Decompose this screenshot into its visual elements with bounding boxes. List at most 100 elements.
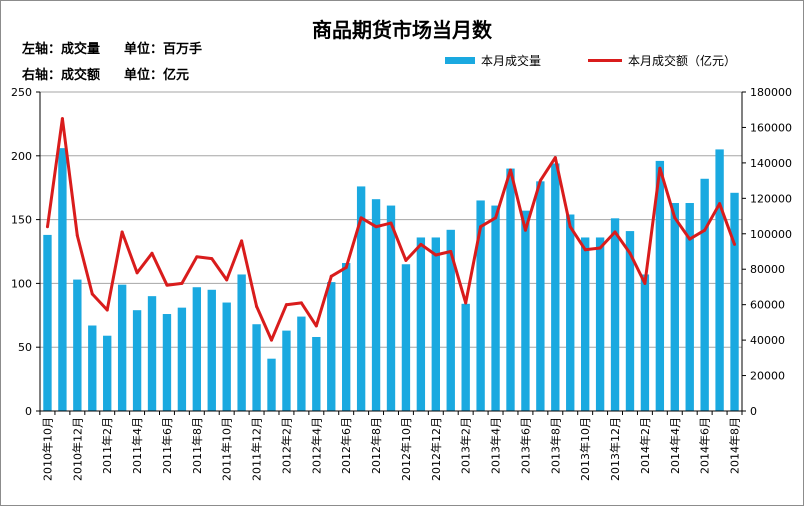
line-point <box>225 278 229 282</box>
line-point <box>240 239 244 243</box>
left-axis-unit: 单位：百万手 <box>124 42 203 57</box>
bar <box>267 358 276 411</box>
legend-item-amount: 本月成交额（亿元） <box>588 52 736 69</box>
right-axis-note: 右轴：成交额 <box>22 68 101 83</box>
line-point <box>718 202 722 206</box>
line-point <box>434 253 438 257</box>
x-tick-label: 2010年10月 <box>40 417 54 481</box>
bar <box>580 237 590 411</box>
legend-label-amount: 本月成交额（亿元） <box>628 54 737 68</box>
bar <box>207 289 216 411</box>
line-point <box>270 338 274 342</box>
line-point <box>658 166 662 170</box>
bar <box>566 214 575 411</box>
left-axis-note-row: 左轴：成交量 单位：百万手 <box>22 38 202 57</box>
bar <box>476 200 485 411</box>
bar <box>312 336 321 411</box>
line-point <box>150 251 154 255</box>
line-point <box>389 221 393 225</box>
line-point <box>120 230 124 234</box>
line-point <box>523 228 527 232</box>
bar <box>685 203 694 411</box>
left-tick-label: 150 <box>11 214 32 227</box>
line-point <box>404 258 408 262</box>
bar <box>491 205 500 411</box>
line-point <box>568 225 572 229</box>
bar <box>162 314 172 411</box>
right-axis-note-row: 右轴：成交额 单位：亿元 <box>22 64 189 83</box>
left-tick-label: 250 <box>11 86 32 99</box>
bar <box>132 310 142 411</box>
bar <box>342 262 351 411</box>
x-tick-label: 2013年4月 <box>489 417 503 474</box>
bar <box>625 231 635 411</box>
bar <box>640 274 650 411</box>
line-point <box>733 242 737 246</box>
bar <box>536 181 545 411</box>
bar <box>282 330 291 411</box>
line-point <box>494 216 498 220</box>
legend-item-volume: 本月成交量 <box>445 52 541 69</box>
bar <box>416 237 426 411</box>
legend-swatch-bar <box>445 57 475 64</box>
line-point <box>45 225 49 229</box>
x-tick-label: 2011年4月 <box>130 417 144 474</box>
line-point <box>688 237 692 241</box>
line-point <box>105 308 109 312</box>
legend-label-volume: 本月成交量 <box>481 54 542 68</box>
x-tick-label: 2010年12月 <box>70 417 84 481</box>
bar <box>297 316 306 411</box>
bar <box>103 335 112 411</box>
x-tick-label: 2013年12月 <box>608 417 622 481</box>
right-tick-label: 40000 <box>750 334 785 347</box>
right-tick-label: 100000 <box>750 228 792 241</box>
bar <box>88 325 97 411</box>
bar <box>327 282 336 411</box>
line-point <box>284 303 288 307</box>
bar <box>551 163 560 411</box>
right-tick-label: 140000 <box>750 157 792 170</box>
x-tick-label: 2011年10月 <box>220 417 234 481</box>
x-tick-label: 2011年8月 <box>190 417 204 474</box>
bar <box>177 307 187 411</box>
bar <box>192 287 202 411</box>
line-point <box>344 265 348 269</box>
bar <box>700 178 709 411</box>
bar <box>117 284 127 411</box>
line-point <box>598 246 602 250</box>
right-tick-label: 20000 <box>750 370 785 383</box>
x-tick-label: 2012年8月 <box>369 417 383 474</box>
left-axis-note: 左轴：成交量 <box>22 42 101 57</box>
bar <box>730 192 739 411</box>
line-point <box>359 216 363 220</box>
x-tick-label: 2013年2月 <box>459 417 473 474</box>
line-point <box>703 228 707 232</box>
bar <box>595 237 605 411</box>
x-tick-label: 2014年8月 <box>728 417 742 474</box>
right-tick-label: 80000 <box>750 263 785 276</box>
bar <box>401 264 411 411</box>
bar <box>610 218 620 411</box>
x-tick-label: 2011年2月 <box>100 417 114 474</box>
bar <box>371 199 381 411</box>
bar <box>73 279 82 411</box>
right-tick-label: 0 <box>750 405 757 418</box>
bar <box>670 203 679 411</box>
bar <box>506 168 515 411</box>
line-point <box>180 281 184 285</box>
x-tick-label: 2012年2月 <box>279 417 293 474</box>
bar <box>431 237 440 411</box>
right-tick-label: 180000 <box>750 86 792 99</box>
bar <box>237 274 246 411</box>
legend-swatch-line <box>588 59 622 62</box>
x-tick-label: 2012年6月 <box>339 417 353 474</box>
x-tick-label: 2012年4月 <box>309 417 323 474</box>
line-point <box>165 283 169 287</box>
bar <box>521 210 530 411</box>
bar <box>461 303 470 411</box>
line-point <box>538 179 542 183</box>
bar <box>43 234 52 411</box>
line-point <box>419 242 423 246</box>
line-point <box>553 156 557 160</box>
line-point <box>449 250 453 253</box>
